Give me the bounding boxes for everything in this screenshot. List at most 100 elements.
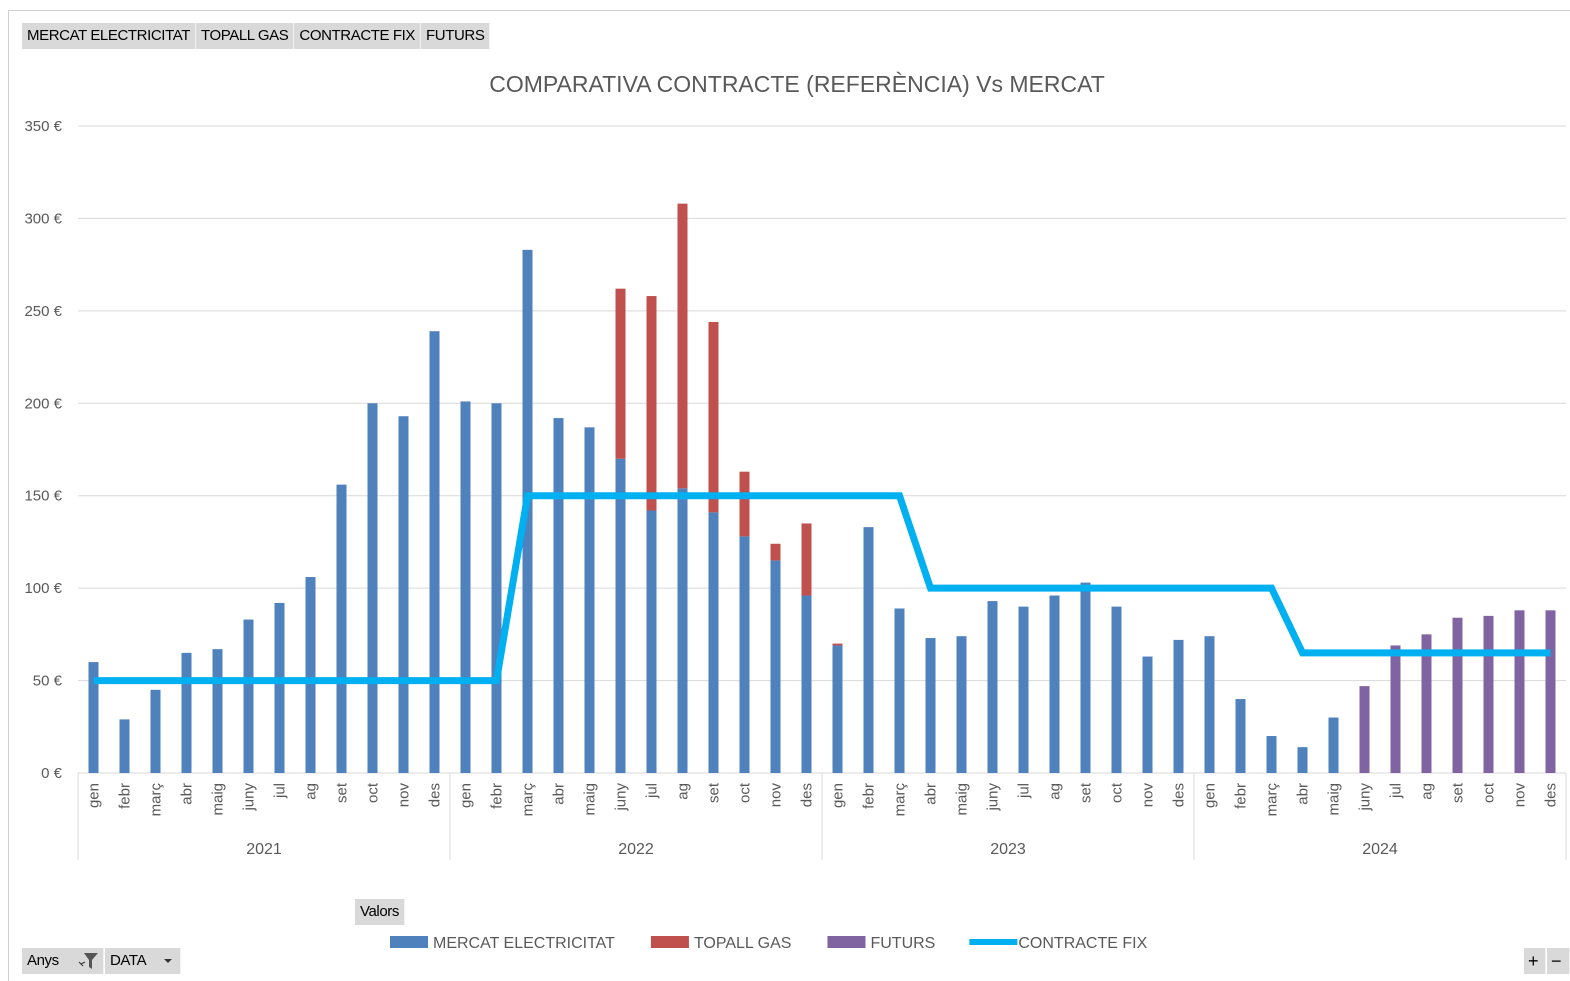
x-tick-label: març <box>892 783 909 817</box>
x-tick-label: juny <box>241 783 258 812</box>
bar <box>956 636 967 773</box>
x-tick-label: oct <box>1109 782 1126 803</box>
field-button[interactable]: FUTURS <box>421 23 491 49</box>
x-tick-label: abr <box>179 783 196 805</box>
legend-swatch <box>650 936 689 948</box>
x-tick-label: des <box>799 783 816 807</box>
bar <box>1142 656 1153 773</box>
button-label: Anys <box>27 952 59 969</box>
x-tick-label: gen <box>830 783 847 808</box>
legend-label: TOPALL GAS <box>694 935 792 952</box>
bar <box>770 560 781 773</box>
bar <box>987 601 998 773</box>
x-tick-label: gen <box>86 783 103 808</box>
x-tick-label: set <box>1078 782 1095 803</box>
row-field-button[interactable]: Anys <box>22 948 104 974</box>
x-tick-label: nov <box>1140 783 1157 808</box>
bar <box>708 512 719 773</box>
bar <box>1390 645 1401 773</box>
x-group-label: 2023 <box>990 841 1026 858</box>
bar <box>1452 617 1463 773</box>
y-tick-label: 350 € <box>24 118 62 135</box>
x-tick-label: jul <box>1016 783 1033 799</box>
bar <box>491 403 502 773</box>
field-button[interactable]: CONTRACTE FIX <box>294 23 422 49</box>
x-group-label: 2021 <box>246 841 282 858</box>
zoom-button[interactable]: − <box>1547 948 1570 974</box>
y-tick-label: 100 € <box>24 580 62 597</box>
bar <box>119 719 130 773</box>
x-tick-label: jul <box>272 783 289 799</box>
x-tick-label: febr <box>489 783 506 809</box>
y-tick-label: 200 € <box>24 395 62 412</box>
x-tick-label: abr <box>1295 783 1312 805</box>
y-tick-label: 300 € <box>24 210 62 227</box>
bar <box>801 595 812 773</box>
bar <box>1297 747 1308 773</box>
row-field-button[interactable]: DATA <box>105 948 181 974</box>
x-tick-label: nov <box>1512 783 1529 808</box>
bar <box>646 510 657 773</box>
x-tick-label: oct <box>737 782 754 803</box>
x-tick-label: jul <box>644 783 661 799</box>
x-tick-label: juny <box>1357 783 1374 812</box>
x-tick-label: març <box>1264 783 1281 817</box>
bar <box>1266 736 1277 773</box>
bar <box>460 401 471 773</box>
x-tick-label: gen <box>458 783 475 808</box>
x-tick-label: des <box>427 783 444 807</box>
legend-label: CONTRACTE FIX <box>1018 935 1147 952</box>
x-tick-label: abr <box>551 783 568 805</box>
field-button[interactable]: MERCAT ELECTRICITAT <box>22 23 196 49</box>
field-button[interactable]: TOPALL GAS <box>195 23 295 49</box>
values-button[interactable]: Valors <box>355 899 406 925</box>
x-tick-label: ag <box>1419 783 1436 800</box>
bar <box>1235 699 1246 773</box>
legend-label: MERCAT ELECTRICITAT <box>433 935 615 952</box>
x-tick-label: nov <box>768 783 785 808</box>
bar <box>88 662 99 773</box>
bar <box>553 418 564 773</box>
x-group-label: 2022 <box>618 841 654 858</box>
bar <box>646 296 657 511</box>
filter-icon <box>78 953 98 969</box>
zoom-button[interactable]: + <box>1524 948 1546 974</box>
dropdown-arrow <box>164 959 172 963</box>
x-tick-label: maig <box>954 783 971 816</box>
bar <box>336 484 347 773</box>
x-tick-label: juny <box>985 783 1002 812</box>
bar <box>925 638 936 773</box>
chart-title: COMPARATIVA CONTRACTE (REFERÈNCIA) Vs ME… <box>489 71 1105 97</box>
bar <box>677 203 688 489</box>
bar <box>305 577 316 773</box>
bar <box>1328 717 1339 773</box>
x-tick-label: maig <box>1326 783 1343 816</box>
x-tick-label: febr <box>117 783 134 809</box>
line <box>93 492 1551 685</box>
y-tick-label: 50 € <box>33 673 63 690</box>
bar <box>1204 636 1215 773</box>
x-tick-label: febr <box>1233 783 1250 809</box>
x-tick-label: nov <box>396 783 413 808</box>
bar <box>1545 610 1556 773</box>
x-tick-label: ag <box>1047 783 1064 800</box>
x-tick-label: març <box>148 783 165 817</box>
chart-frame <box>8 10 1570 981</box>
bar <box>150 689 161 773</box>
bar <box>1514 610 1525 773</box>
bar <box>212 649 223 773</box>
button-label: DATA <box>110 952 147 969</box>
x-group-label: 2024 <box>1362 841 1398 858</box>
bar <box>1173 639 1184 773</box>
x-tick-label: juny <box>613 783 630 812</box>
x-tick-label: des <box>1543 783 1560 807</box>
x-tick-label: gen <box>1202 783 1219 808</box>
legend-swatch <box>390 936 428 948</box>
field-button-bar: MERCAT ELECTRICITAT TOPALL GAS CONTRACTE… <box>22 23 491 49</box>
bar <box>274 602 285 773</box>
bar <box>1080 582 1091 773</box>
bar <box>708 321 719 513</box>
bar <box>863 527 874 773</box>
